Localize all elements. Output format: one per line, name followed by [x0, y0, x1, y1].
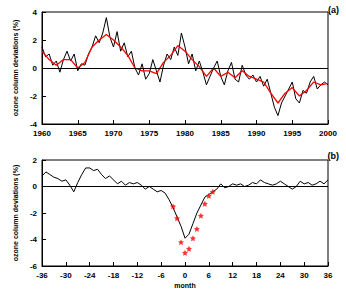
svg-text:-6: -6	[30, 262, 38, 271]
svg-text:(a): (a)	[328, 5, 339, 15]
svg-text:1965: 1965	[69, 129, 87, 138]
svg-text:-12: -12	[132, 271, 144, 280]
svg-text:-24: -24	[84, 271, 96, 280]
svg-text:36: 36	[324, 271, 333, 280]
svg-text:-4: -4	[30, 235, 38, 244]
svg-text:-36: -36	[36, 271, 48, 280]
svg-text:-6: -6	[158, 271, 166, 280]
svg-text:6: 6	[207, 271, 212, 280]
svg-text:0: 0	[183, 271, 188, 280]
svg-text:2000: 2000	[319, 129, 337, 138]
svg-text:1970: 1970	[105, 129, 123, 138]
svg-text:ozone column deviations (%): ozone column deviations (%)	[12, 165, 20, 261]
svg-text:0: 0	[33, 64, 38, 73]
svg-text:ozone column deviations (%): ozone column deviations (%)	[12, 20, 20, 116]
svg-text:18: 18	[252, 271, 261, 280]
svg-text:1960: 1960	[33, 129, 51, 138]
svg-text:-30: -30	[60, 271, 72, 280]
svg-text:-2: -2	[30, 209, 38, 218]
svg-text:1985: 1985	[212, 129, 230, 138]
svg-text:1995: 1995	[283, 129, 301, 138]
svg-text:12: 12	[228, 271, 237, 280]
svg-text:2: 2	[33, 156, 38, 165]
svg-text:-4: -4	[30, 120, 38, 129]
svg-text:(b): (b)	[328, 151, 340, 161]
svg-text:-18: -18	[108, 271, 120, 280]
svg-text:1990: 1990	[248, 129, 266, 138]
svg-text:2: 2	[33, 36, 38, 45]
svg-text:1975: 1975	[140, 129, 158, 138]
svg-text:-2: -2	[30, 92, 38, 101]
svg-text:4: 4	[33, 8, 38, 17]
svg-text:0: 0	[33, 182, 38, 191]
svg-text:30: 30	[300, 271, 309, 280]
svg-text:24: 24	[276, 271, 285, 280]
svg-text:1980: 1980	[176, 129, 194, 138]
svg-text:month: month	[174, 282, 195, 289]
